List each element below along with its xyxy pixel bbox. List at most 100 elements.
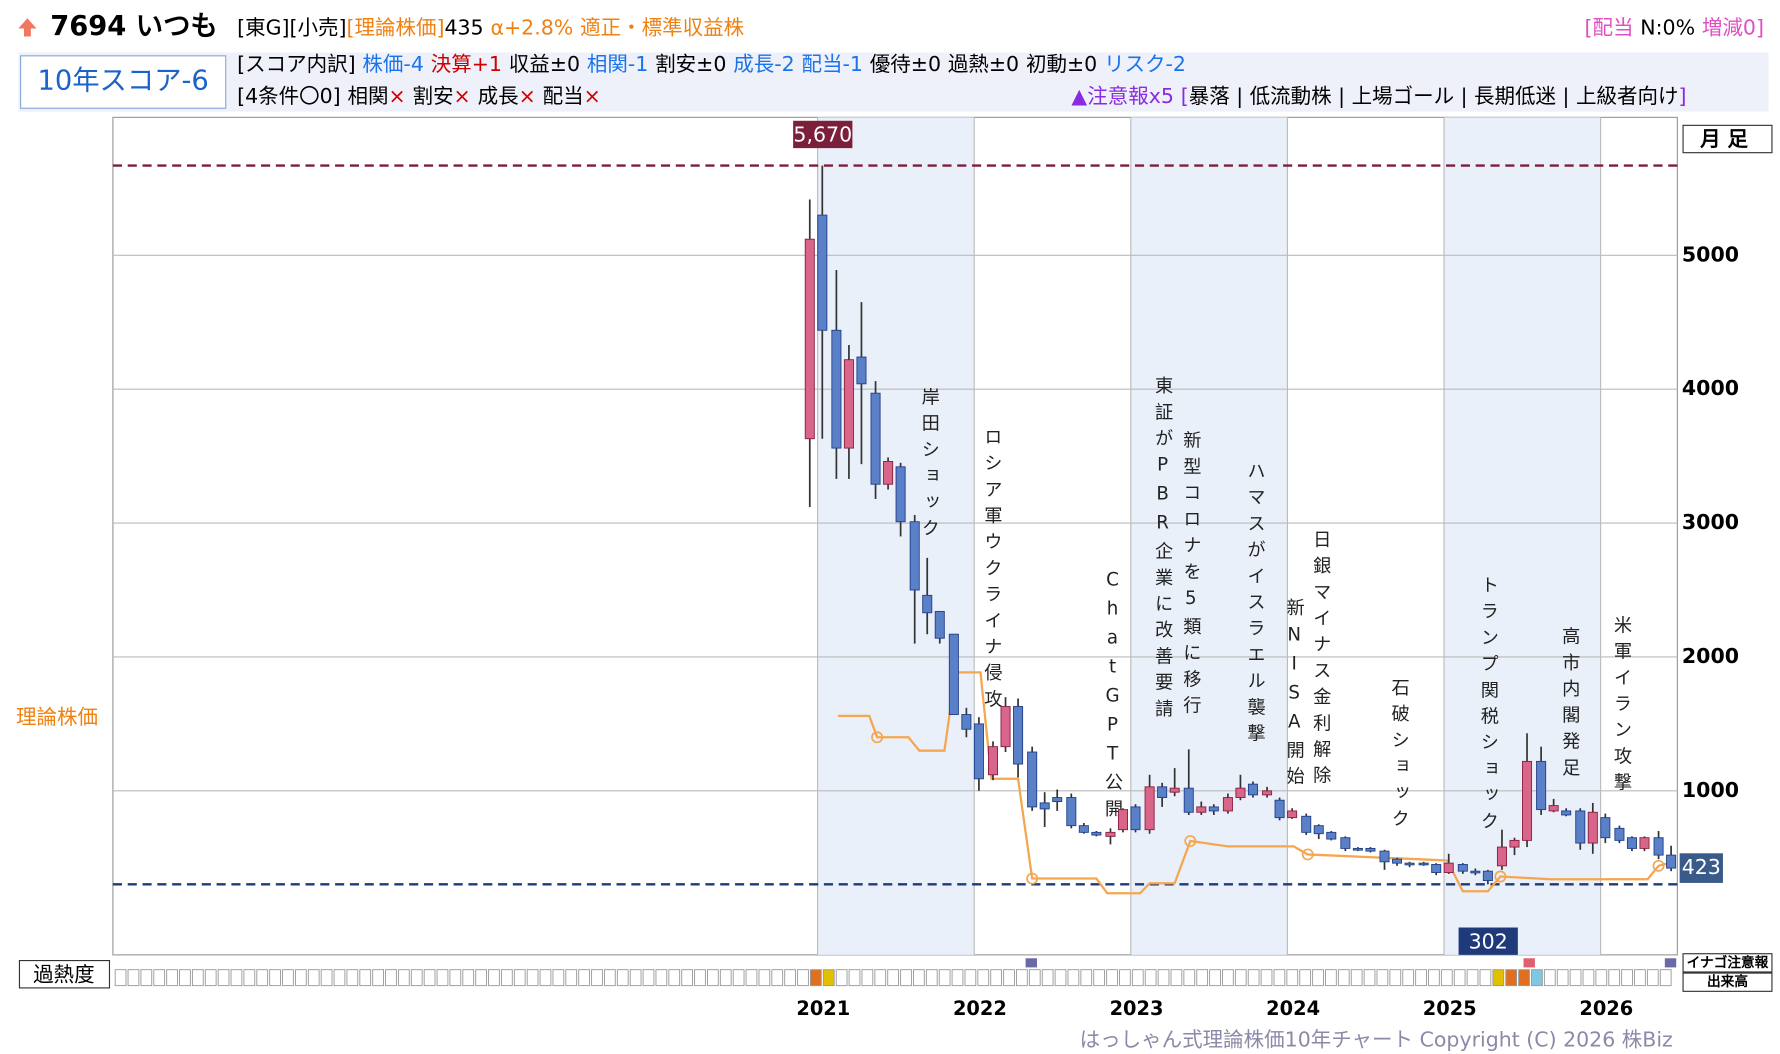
candle-body (1666, 854, 1677, 869)
heat-box (1337, 969, 1350, 987)
period-box (1682, 124, 1773, 154)
heat-box (114, 969, 127, 987)
theory-line (837, 671, 1672, 895)
event-label: ロシア軍ウクライナ侵攻 (981, 427, 1002, 715)
header-item: 決算+1 (431, 52, 502, 76)
heat-box (1453, 969, 1466, 987)
volume-label: 出来高 (1707, 973, 1748, 990)
candle-body (1379, 850, 1390, 863)
heat-box (1531, 969, 1543, 987)
heat-box (1131, 969, 1144, 987)
heat-box (423, 969, 436, 987)
candle-body (987, 746, 999, 776)
heat-box (359, 969, 372, 987)
candle-body (1091, 831, 1102, 836)
event-label: 東証がPBR企業に改善要請 (1152, 376, 1173, 725)
heat-box (1196, 969, 1209, 987)
heat-box (1376, 969, 1389, 987)
candle-body (1365, 847, 1376, 852)
heat-box (449, 969, 462, 987)
event-label: 米軍イラン攻撃 (1611, 615, 1632, 798)
heat-box (1543, 969, 1556, 987)
header-item: 暴落 | 低流動株 | 上場ゴール | 長期低迷 | 上級者向け (1189, 84, 1679, 109)
candle-body (1392, 858, 1403, 864)
header-item: 初動±0 (1026, 52, 1097, 76)
header-item: 割安 (413, 84, 454, 108)
header-item: 配当-1 (802, 52, 863, 76)
header-line: [スコア内訳] 株価-4 決算+1 収益±0 相関-1 割安±0 成長-2 配当-1 優待±0 過… (237, 52, 1186, 76)
candle-body (922, 594, 933, 614)
header-item: 増減0 (1702, 15, 1756, 39)
score-box (20, 55, 227, 109)
header-item: × (519, 84, 536, 108)
x-tick-label: 2023 (1110, 997, 1164, 1020)
heat-label: 過熱度 (33, 962, 95, 986)
heat-box (655, 969, 668, 987)
theory-axis-label: 理論株価 (16, 705, 98, 729)
heat-box (1659, 969, 1672, 987)
heat-box (320, 969, 333, 987)
heat-box (1234, 969, 1247, 987)
heat-box (204, 969, 217, 987)
candle-body (883, 461, 894, 485)
heat-box (526, 969, 539, 987)
heat-box (1505, 969, 1518, 987)
heat-box (565, 969, 578, 987)
candle-body (1653, 837, 1664, 856)
alert-label: イナゴ注意報 (1687, 954, 1769, 971)
value-box (1458, 927, 1518, 955)
header-item: 割安±0 (655, 52, 726, 76)
header-item: ] (1678, 84, 1686, 108)
heat-box (1440, 969, 1453, 987)
header-item: [4条件〇0] (237, 84, 341, 108)
header-item: [東G][小売] (237, 15, 346, 39)
header-line: ▲注意報x5 [暴落 | 低流動株 | 上場ゴール | 長期低迷 | 上級者向け] (1071, 84, 1686, 109)
heat-box (900, 969, 912, 987)
heat-box (1209, 969, 1221, 987)
heat-box (603, 969, 616, 987)
header-item: 成長-2 (733, 52, 794, 76)
event-label: 高市内閣発足 (1559, 627, 1580, 784)
candle-body (1235, 787, 1246, 798)
year-band (1130, 117, 1288, 955)
heat-box (1608, 969, 1621, 987)
theory-marker (1026, 872, 1039, 885)
footer: はっしゃん式理論株価10年チャート Copyright (C) 2026 株Bi… (1080, 1027, 1673, 1051)
heat-box (822, 969, 835, 987)
heat-box (217, 969, 230, 987)
candle-body (1509, 839, 1520, 848)
header-line: [配当 N:0% 増減0] (1584, 15, 1763, 39)
candle-body (1443, 862, 1454, 873)
candle-body (1144, 786, 1155, 831)
heat-box (372, 969, 384, 987)
heat-box (1582, 969, 1595, 987)
heat-box (333, 969, 346, 987)
heat-box (243, 969, 256, 987)
header-item: [ (1181, 84, 1189, 108)
candle-body (948, 633, 959, 715)
heat-box (990, 969, 1003, 987)
heat-box (758, 969, 771, 987)
event-label: 日銀マイナス金利解除 (1310, 530, 1331, 792)
theory-marker (1184, 835, 1197, 848)
candle-body (934, 610, 945, 639)
header-item: × (454, 84, 471, 108)
candle-body (1039, 802, 1050, 810)
heat-box (539, 969, 552, 987)
y-tick-label: 1000 (1682, 778, 1739, 802)
candle-body (831, 329, 842, 449)
heat-box (707, 969, 719, 987)
heat-box (1247, 969, 1260, 987)
candle-body (1548, 805, 1559, 812)
y-tick-label: 4000 (1682, 376, 1739, 400)
candle-body (1418, 862, 1429, 866)
heat-box (1003, 969, 1015, 987)
heat-box (694, 969, 706, 987)
heat-box (913, 969, 925, 987)
y-tick-label: 5000 (1682, 242, 1739, 266)
heat-box (1299, 969, 1312, 987)
header-item: × (389, 84, 406, 108)
heat-box (629, 969, 642, 987)
heat-box (578, 969, 590, 987)
